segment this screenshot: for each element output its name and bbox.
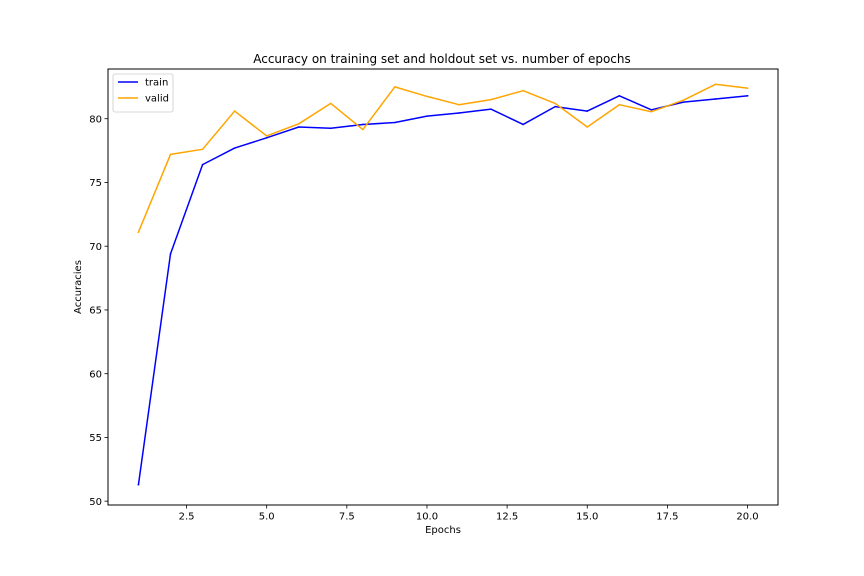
data-point-valid	[169, 153, 172, 156]
data-point-valid	[554, 102, 556, 105]
data-point-valid	[201, 148, 204, 151]
data-point-train	[201, 163, 204, 166]
y-tick-label: 75	[89, 178, 102, 189]
x-axis-label: Epochs	[425, 525, 461, 536]
data-point-train	[297, 126, 300, 128]
series-line-valid	[137, 83, 749, 234]
data-point-valid	[650, 110, 653, 113]
data-point-valid	[682, 99, 685, 102]
data-point-train	[490, 108, 492, 110]
x-tick-label: 7.5	[339, 512, 355, 523]
data-point-valid	[233, 110, 236, 112]
y-tick-label: 60	[89, 369, 102, 380]
data-point-train	[169, 253, 172, 255]
x-axis: 2.5 5.0 7.5 10.0 12.5 15.0 17.5 20.0	[179, 505, 759, 523]
data-point-train	[682, 101, 685, 103]
data-point-train	[458, 112, 460, 114]
data-point-valid	[426, 95, 428, 98]
legend: train valid	[112, 73, 174, 113]
data-point-train	[618, 94, 621, 97]
y-tick-label: 70	[89, 242, 102, 253]
data-point-train	[554, 105, 556, 108]
legend-box	[112, 73, 174, 113]
data-point-train	[426, 115, 428, 117]
chart-title: Accuracy on training set and holdout set…	[253, 52, 631, 66]
data-point-valid	[458, 103, 460, 106]
data-point-valid	[394, 86, 396, 88]
data-point-valid	[330, 102, 332, 105]
x-tick-label: 17.5	[656, 512, 678, 523]
data-point-train	[362, 123, 364, 126]
data-point-train	[522, 123, 524, 126]
data-point-train	[650, 109, 653, 111]
data-point-valid	[490, 98, 492, 101]
x-tick-label: 10.0	[416, 512, 438, 523]
data-point-train	[330, 127, 332, 130]
data-point-train	[586, 110, 589, 112]
data-point-valid	[362, 128, 364, 131]
plot-frame	[107, 68, 779, 506]
data-point-train	[233, 147, 236, 149]
legend-label-valid: valid	[145, 94, 169, 105]
y-tick-label: 55	[89, 433, 102, 444]
y-axis: 50 55 60 65 70 75 80	[89, 114, 108, 508]
data-point-train	[265, 137, 268, 139]
x-tick-label: 2.5	[179, 512, 195, 523]
data-point-train	[746, 94, 749, 97]
y-tick-label: 80	[89, 114, 102, 125]
data-point-valid	[265, 135, 268, 137]
series-layer	[137, 83, 749, 486]
x-tick-label: 12.5	[496, 512, 518, 523]
y-tick-label: 50	[89, 497, 102, 508]
x-tick-label: 15.0	[576, 512, 598, 523]
data-point-train	[137, 483, 140, 486]
data-point-valid	[714, 83, 717, 86]
data-point-valid	[746, 87, 749, 89]
y-tick-label: 65	[89, 306, 102, 317]
data-point-valid	[586, 126, 589, 128]
data-point-valid	[297, 123, 300, 125]
data-point-valid	[618, 103, 621, 106]
data-point-train	[394, 121, 396, 124]
data-point-valid	[522, 89, 524, 92]
legend-label-train: train	[145, 78, 168, 89]
x-tick-label: 5.0	[259, 512, 275, 523]
series-line-train	[137, 94, 749, 486]
x-tick-label: 20.0	[736, 512, 758, 523]
y-axis-label: Accuracies	[73, 260, 84, 314]
data-point-train	[714, 98, 717, 100]
data-point-valid	[137, 231, 140, 233]
